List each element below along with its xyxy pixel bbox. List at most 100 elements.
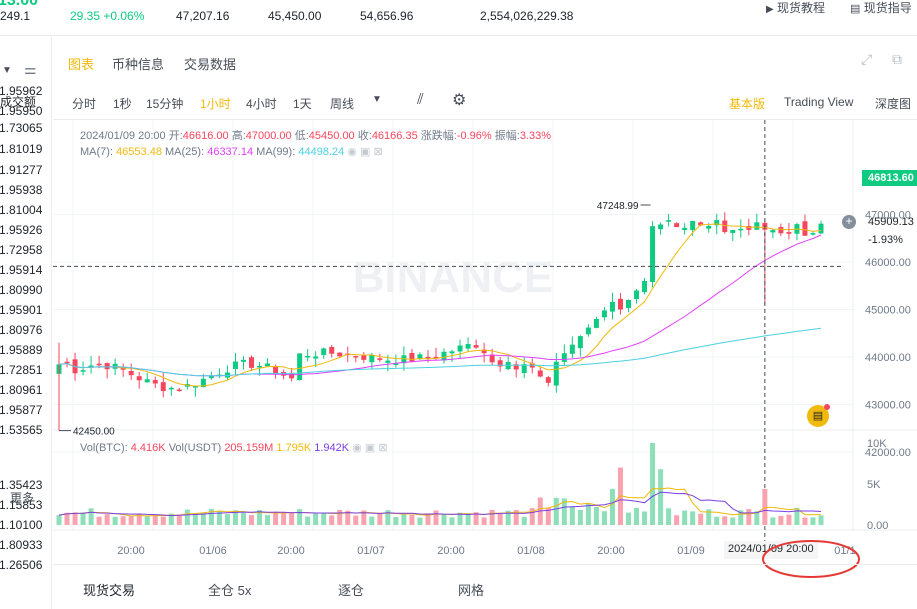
order-tab-3[interactable]: 网格 bbox=[458, 583, 485, 598]
order-tab-1[interactable]: 全仓 5x bbox=[208, 583, 252, 598]
vol-btc-value: 4.416K bbox=[130, 442, 166, 454]
volume-tick-2: 0.00 bbox=[867, 520, 888, 532]
watermark-text: BINANCE bbox=[353, 253, 553, 302]
indicators-icon[interactable]: ⫽ bbox=[417, 91, 424, 108]
crosshair-add-icon[interactable]: + bbox=[842, 215, 856, 229]
time-tick-4: 20:00 bbox=[437, 545, 465, 557]
candle-body-23 bbox=[240, 359, 246, 362]
volume-bar-11 bbox=[144, 516, 150, 525]
volume-bar-27 bbox=[273, 511, 279, 525]
volume-bar-90 bbox=[778, 515, 784, 525]
tab-coin-info[interactable]: 币种信息 bbox=[112, 57, 165, 72]
interval-2[interactable]: 15分钟 bbox=[146, 97, 184, 111]
order-tab-0[interactable]: 现货交易 bbox=[83, 580, 135, 609]
candle-body-82 bbox=[714, 220, 720, 226]
interval-3[interactable]: 1小时 bbox=[200, 97, 231, 111]
view-depth[interactable]: 深度图 bbox=[875, 97, 912, 111]
time-tick-2: 20:00 bbox=[277, 545, 305, 557]
notification-badge[interactable]: ▤ bbox=[807, 404, 830, 427]
candle-body-69 bbox=[609, 301, 615, 312]
volume-bar-39 bbox=[369, 516, 375, 525]
volume-bar-92 bbox=[794, 507, 800, 525]
gear-icon[interactable]: ⚙ bbox=[452, 92, 467, 109]
candle-body-60 bbox=[537, 370, 543, 377]
ma7-label: MA(7): bbox=[80, 146, 113, 158]
candle-body-78 bbox=[682, 227, 688, 231]
interval-5[interactable]: 1天 bbox=[293, 97, 312, 111]
interval-4[interactable]: 4小时 bbox=[246, 97, 277, 111]
view-trading-view[interactable]: Trading View bbox=[784, 95, 854, 109]
volume-bar-52 bbox=[473, 512, 479, 525]
order-tab-2[interactable]: 逐仓 bbox=[338, 583, 365, 598]
tutorial-link[interactable]: ▶ 现货教程 bbox=[766, 0, 825, 16]
vol-settings-icon[interactable]: ▣ bbox=[364, 442, 376, 454]
market-value-4: 1.91277 bbox=[0, 163, 43, 177]
open-label: 开: bbox=[168, 130, 183, 142]
market-value-12: 1.80976 bbox=[0, 323, 43, 337]
volume-bar-65 bbox=[577, 509, 583, 525]
candle-body-89 bbox=[770, 229, 776, 233]
more-button[interactable]: 更多 bbox=[10, 491, 35, 505]
candle-body-5 bbox=[96, 363, 102, 366]
vol-close-icon[interactable]: ⊠ bbox=[378, 442, 388, 454]
market-value-22: 1.26506 bbox=[0, 558, 43, 572]
candle-body-3 bbox=[80, 370, 86, 372]
candlestick-chart[interactable]: BINANCE 47000.00 46000.00 45000.00 44000.00… bbox=[53, 120, 917, 563]
amplitude-value: 3.33% bbox=[519, 130, 552, 142]
volume-bar-2 bbox=[72, 512, 78, 525]
market-value-9: 1.95914 bbox=[0, 263, 43, 277]
chart-tabs: 图表 币种信息 交易数据 ⤢ ⧉ bbox=[53, 37, 917, 83]
candle-body-83 bbox=[722, 220, 728, 233]
eye-icon[interactable]: ◉ bbox=[347, 146, 357, 158]
market-value-8: 1.72958 bbox=[0, 243, 43, 257]
popout-icon[interactable]: ⧉ bbox=[892, 51, 902, 67]
candle-body-72 bbox=[634, 290, 640, 300]
candle-body-54 bbox=[489, 354, 495, 363]
ma7-line bbox=[58, 223, 822, 387]
tab-trade-data[interactable]: 交易数据 bbox=[184, 57, 237, 72]
volume-bar-18 bbox=[200, 512, 206, 525]
time-tick-0: 20:00 bbox=[117, 545, 145, 557]
close-icon[interactable]: ⊠ bbox=[373, 146, 383, 158]
view-basic[interactable]: 基本版 bbox=[729, 97, 766, 111]
volume-bar-24 bbox=[249, 515, 255, 525]
sort-by-turnover[interactable]: 成交额 bbox=[0, 95, 37, 109]
price-tick-1: 46000.00 bbox=[865, 257, 911, 269]
market-value-11: 1.95901 bbox=[0, 303, 43, 317]
volume-tick-0: 10K bbox=[867, 438, 887, 450]
tab-chart[interactable]: 图表 bbox=[68, 57, 95, 72]
volume-bar-75 bbox=[658, 469, 664, 525]
volume-bar-14 bbox=[168, 513, 174, 525]
volume-bar-40 bbox=[377, 513, 383, 525]
candle-body-19 bbox=[208, 375, 214, 379]
candle-body-95 bbox=[818, 223, 824, 234]
candle-body-44 bbox=[409, 352, 415, 362]
guide-link[interactable]: ▤ 现货指导 bbox=[850, 0, 912, 16]
expand-icon[interactable]: ⤢ bbox=[861, 51, 873, 67]
interval-toolbar: 分时 1秒 15分钟 1小时 4小时 1天 周线 ▼ ⫽ ⚙ 基本版 Trading Vie… bbox=[53, 84, 917, 120]
candle-body-52 bbox=[473, 345, 479, 348]
candle-body-79 bbox=[690, 220, 696, 231]
price-tick-3: 44000.00 bbox=[865, 352, 911, 364]
time-tick-7: 01/09 bbox=[677, 545, 705, 557]
last-price-tag: 46813.60 bbox=[862, 170, 917, 186]
volume-bar-89 bbox=[770, 517, 776, 525]
volume-bar-57 bbox=[513, 510, 519, 525]
interval-1[interactable]: 1秒 bbox=[113, 97, 132, 111]
candle-body-27 bbox=[273, 366, 279, 375]
volume-bar-93 bbox=[802, 517, 808, 525]
volume-bar-12 bbox=[152, 514, 158, 525]
interval-dropdown-icon[interactable]: ▼ bbox=[372, 94, 382, 105]
interval-6[interactable]: 周线 bbox=[330, 97, 355, 111]
candle-body-30 bbox=[297, 353, 303, 381]
settings-icon[interactable]: ▣ bbox=[359, 146, 371, 158]
candle-body-24 bbox=[249, 357, 255, 368]
ma7-value: 46553.48 bbox=[116, 146, 162, 158]
settings-sliders-icon[interactable]: ⚌ bbox=[24, 61, 37, 77]
vol-btc-label: Vol(BTC): bbox=[80, 442, 128, 454]
interval-0[interactable]: 分时 bbox=[72, 97, 97, 111]
collapse-icon[interactable]: ▼ bbox=[2, 65, 12, 76]
vol-eye-icon[interactable]: ◉ bbox=[352, 442, 362, 454]
market-list-panel: ▼ ⚌ 成交额 1.95962 1.95950 1.73065 1.81019 1.91… bbox=[0, 37, 52, 609]
candle-body-73 bbox=[642, 281, 648, 293]
